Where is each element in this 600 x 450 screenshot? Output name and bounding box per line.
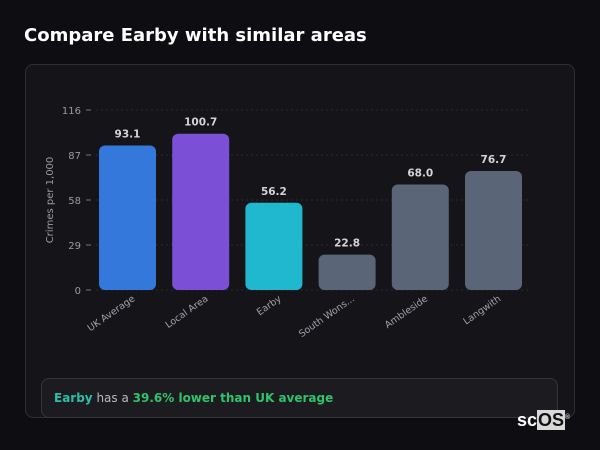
y-tick-label: 87 bbox=[68, 151, 81, 162]
bar[interactable] bbox=[465, 170, 522, 290]
summary-place: Earby bbox=[54, 391, 93, 405]
value-label: 56.2 bbox=[261, 186, 287, 198]
y-tick-label: 0 bbox=[75, 286, 81, 297]
value-label: 76.7 bbox=[481, 154, 507, 166]
x-tick-label: South Wons... bbox=[297, 293, 357, 339]
bar[interactable] bbox=[245, 202, 303, 290]
y-tick-label: 29 bbox=[68, 241, 81, 252]
value-label: 100.7 bbox=[184, 117, 217, 129]
bar[interactable] bbox=[318, 254, 376, 290]
summary-text: has a bbox=[92, 391, 133, 405]
x-tick-label: Earby bbox=[255, 293, 284, 318]
bar[interactable] bbox=[172, 133, 230, 290]
value-label: 68.0 bbox=[407, 167, 433, 179]
summary-box: Earby has a 39.6% lower than UK average bbox=[41, 378, 558, 418]
bar[interactable] bbox=[391, 184, 449, 290]
y-tick-label: 58 bbox=[68, 196, 81, 207]
value-label: 22.8 bbox=[334, 238, 360, 250]
x-tick-label: Langwith bbox=[461, 293, 503, 327]
x-tick-label: Ambleside bbox=[383, 293, 430, 331]
x-tick-label: UK Average bbox=[86, 293, 138, 334]
y-axis-label: Crimes per 1,000 bbox=[45, 157, 56, 244]
value-label: 93.1 bbox=[115, 129, 141, 141]
scos-logo: scOS® bbox=[517, 410, 571, 430]
bar[interactable] bbox=[99, 145, 156, 290]
page-title: Compare Earby with similar areas bbox=[24, 25, 367, 46]
x-tick-label: Local Area bbox=[164, 293, 211, 330]
summary-highlight: 39.6% lower than UK average bbox=[132, 391, 334, 405]
y-tick-label: 116 bbox=[62, 106, 81, 117]
